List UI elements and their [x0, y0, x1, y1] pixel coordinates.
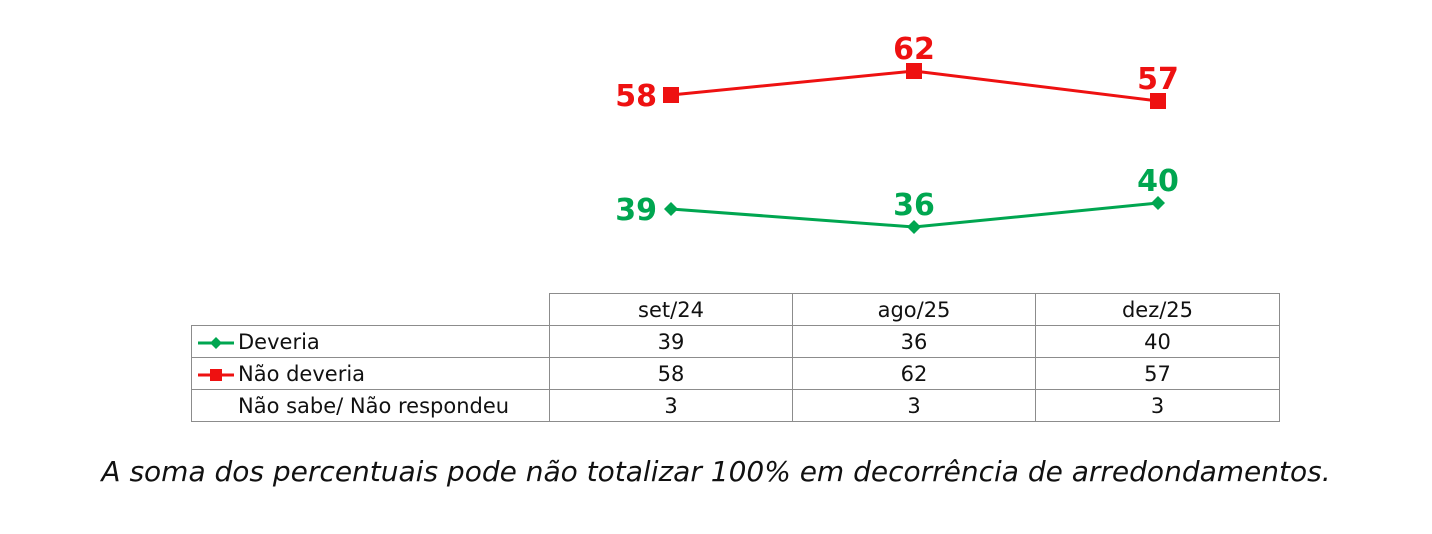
legend-diamond-icon [198, 336, 234, 349]
marker-nao-deveria [906, 63, 922, 79]
data-label-deveria: 39 [615, 193, 657, 228]
line-chart: 39 36 40 58 62 57 [615, 32, 1179, 234]
table-cell: 3 [549, 389, 793, 422]
row-header-deveria: Deveria [191, 325, 550, 358]
table-cell: 58 [549, 357, 793, 390]
table-row: Deveria 39 36 40 [191, 325, 1280, 358]
table-cell: 3 [792, 389, 1036, 422]
row-header-nao-sabe: Não sabe/ Não respondeu [191, 389, 550, 422]
table-row: Não deveria 58 62 57 [191, 357, 1280, 390]
data-label-deveria: 36 [893, 188, 935, 223]
series-name: Não deveria [238, 361, 366, 386]
row-header-nao-deveria: Não deveria [191, 357, 550, 390]
marker-deveria [1151, 196, 1165, 210]
column-header: set/24 [549, 293, 793, 326]
data-label-nao-deveria: 62 [893, 32, 935, 67]
table-corner [191, 293, 550, 326]
table-cell: 57 [1035, 357, 1280, 390]
series-name: Deveria [238, 329, 320, 354]
table-cell: 36 [792, 325, 1036, 358]
data-label-nao-deveria: 57 [1137, 62, 1179, 97]
marker-nao-deveria [663, 87, 679, 103]
column-header: ago/25 [792, 293, 1036, 326]
table-cell: 39 [549, 325, 793, 358]
data-label-deveria: 40 [1137, 164, 1179, 199]
series-name: Não sabe/ Não respondeu [238, 393, 510, 418]
marker-deveria [907, 220, 921, 234]
data-label-nao-deveria: 58 [615, 79, 657, 114]
column-header: dez/25 [1035, 293, 1280, 326]
table-cell: 40 [1035, 325, 1280, 358]
data-table: set/24 ago/25 dez/25 Deveria 39 36 40 Nã… [191, 293, 1280, 422]
marker-deveria [664, 202, 678, 216]
table-cell: 3 [1035, 389, 1280, 422]
table-cell: 62 [792, 357, 1036, 390]
table-header-row: set/24 ago/25 dez/25 [191, 293, 1280, 326]
footnote: A soma dos percentuais pode não totaliza… [101, 455, 1331, 488]
table-row: Não sabe/ Não respondeu 3 3 3 [191, 389, 1280, 422]
marker-nao-deveria [1150, 93, 1166, 109]
legend-square-icon [198, 368, 234, 381]
